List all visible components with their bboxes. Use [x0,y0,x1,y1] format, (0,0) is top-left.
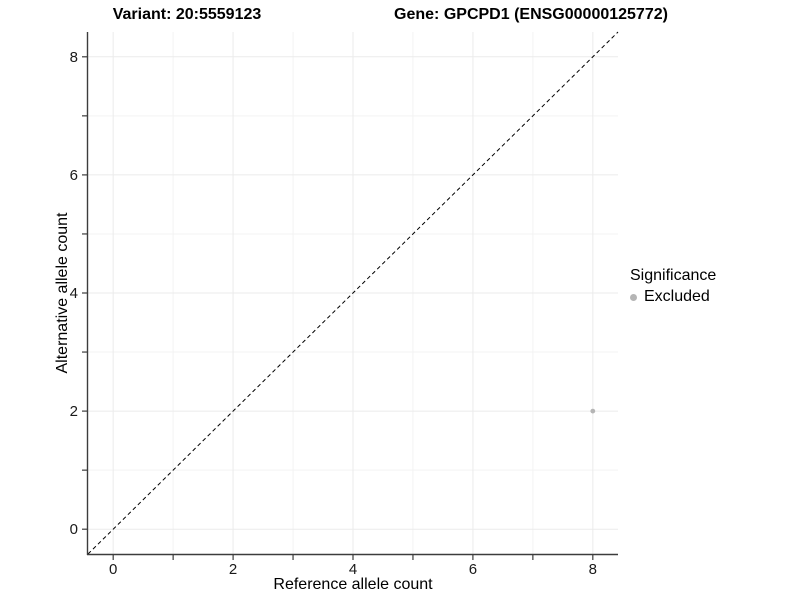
legend-item-excluded: Excluded [630,288,716,306]
plot-title-variant: Variant: 20:5559123 [112,6,262,23]
legend-title: Significance [630,267,717,284]
legend: Significance Excluded [630,267,716,306]
x-tick-label: 6 [469,561,477,578]
y-tick-label: 8 [70,49,78,66]
legend-item-label: Excluded [644,288,710,305]
plot-title-gene: Gene: GPCPD1 (ENSG00000125772) [394,6,668,23]
y-tick-label: 4 [70,285,78,302]
data-point [590,408,596,414]
x-tick-label: 8 [589,561,597,578]
x-tick-label: 0 [109,561,117,578]
x-tick-label: 4 [349,561,357,578]
y-tick-label: 2 [70,403,78,420]
legend-point-icon [630,293,637,301]
y-tick-label: 6 [70,167,78,184]
identity-line [87,31,619,555]
x-axis-label: Reference allele count [273,576,433,593]
y-tick-label: 0 [70,521,78,538]
y-axis-label: Alternative allele count [54,212,71,374]
x-tick-label: 2 [229,561,237,578]
